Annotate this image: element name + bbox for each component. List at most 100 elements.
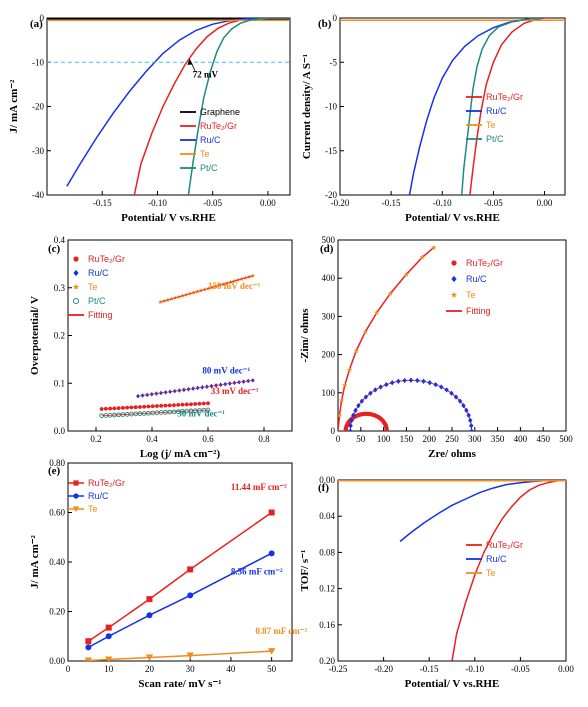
x-tick-label: -0.10 [433, 198, 452, 208]
x-axis-label: Zre/ ohms [428, 448, 476, 460]
y-tick-label: 0.2 [54, 331, 65, 341]
data-point [449, 390, 454, 396]
data-point [451, 275, 457, 283]
panel-label: (b) [318, 18, 332, 30]
legend-label: RuTe₂/Gr [88, 478, 125, 488]
x-axis-label: Potential/ V vs.RHE [405, 678, 500, 690]
x-tick-label: 400 [514, 434, 528, 444]
legend: RuTe₂/Gr Ru/C Te [68, 478, 125, 514]
legend-label: Ru/C [486, 554, 507, 564]
legend-label: Ru/C [486, 106, 507, 116]
data-point [105, 656, 113, 661]
x-tick-label: 0.6 [202, 434, 214, 444]
legend-label: RuTe₂/Gr [486, 540, 523, 550]
data-point [338, 412, 343, 419]
data-point [348, 428, 353, 431]
data-point [353, 407, 358, 413]
y-tick-label: 0 [333, 13, 338, 23]
x-tick-label: 0 [66, 664, 71, 674]
y-tick-label: 0.00 [49, 656, 65, 666]
annotation: 0.87 mF cm⁻² [255, 626, 307, 636]
data-point [384, 381, 389, 388]
x-tick-label: 0.00 [260, 198, 276, 208]
panel-c: 0.2 0.4 0.6 0.8 0.0 0.1 0.2 0.3 0.4 Log (j/ mA cm… [29, 235, 293, 460]
data-point [453, 394, 459, 400]
data-point [378, 384, 383, 390]
legend-label: Te [200, 149, 210, 159]
series-line [87, 511, 273, 642]
panel-f: -0.25 -0.20 -0.15 -0.10 -0.05 0.00 0.00 0.04 0.0… [299, 475, 574, 690]
series-line [469, 18, 550, 195]
legend: RuTe₂/Gr Ru/C Te Pt/C Fitting [68, 254, 125, 320]
annotation: 11.44 mF cm⁻² [231, 482, 287, 492]
x-tick-label: 350 [491, 434, 505, 444]
data-point [403, 271, 410, 277]
x-tick-label: -0.25 [329, 664, 348, 674]
data-point [368, 390, 373, 396]
data-point [351, 412, 356, 418]
y-tick-label: 0.04 [319, 511, 335, 521]
legend: RuTe₂/Gr Ru/C Te Pt/C [466, 92, 523, 144]
data-layer [99, 273, 256, 419]
annotation: 150 mV dec⁻¹ [208, 281, 261, 291]
data-point [396, 378, 401, 384]
x-axis-label: Log (j/ mA cm⁻²) [140, 448, 221, 460]
data-point [363, 394, 369, 400]
data-point [353, 347, 359, 354]
data-point [408, 377, 414, 383]
y-tick-label: 0 [331, 426, 336, 436]
x-tick-label: -0.10 [465, 664, 484, 674]
data-point [384, 428, 389, 431]
data-point [85, 638, 92, 645]
panel-label: (a) [30, 18, 43, 30]
x-tick-label: 0 [336, 434, 341, 444]
data-point [348, 423, 353, 429]
data-point [187, 566, 194, 573]
legend-label: Ru/C [88, 491, 109, 501]
legend: Graphene RuTe₂/Gr Ru/C Te Pt/C [180, 107, 240, 173]
data-layer [338, 480, 566, 661]
plot-frame [337, 479, 567, 662]
data-point [451, 260, 457, 266]
x-tick-label: -0.20 [331, 198, 350, 208]
data-point [73, 480, 79, 486]
legend-label: Te [486, 568, 496, 578]
fit-line [137, 379, 253, 397]
legend-label: RuTe₂/Gr [88, 254, 125, 264]
data-point [186, 652, 194, 660]
x-tick-label: 50 [267, 664, 277, 674]
y-tick-label: 0.4 [54, 235, 66, 245]
y-axis-label: J/ mA cm⁻² [29, 534, 41, 588]
data-point [268, 550, 275, 557]
data-layer [338, 244, 474, 431]
legend-label: Pt/C [200, 163, 218, 173]
data-point [439, 384, 444, 390]
y-tick-label: 0.0 [54, 426, 66, 436]
plot-frame [337, 239, 567, 432]
data-point [444, 387, 449, 393]
x-tick-label: 10 [104, 664, 114, 674]
y-tick-label: 400 [322, 273, 336, 283]
y-tick-label: -20 [325, 190, 337, 200]
legend-label: Te [466, 290, 476, 300]
x-axis-label: Potential/ V vs.RHE [121, 212, 216, 224]
data-point [145, 654, 154, 661]
legend-label: Te [486, 120, 496, 130]
data-point [105, 633, 112, 640]
panel-a: -0.15 -0.10 -0.05 0.00 0 -10 -20 -30 -40 Potentia… [8, 13, 291, 224]
legend-label: Ru/C [200, 135, 221, 145]
x-tick-label: -0.15 [93, 198, 112, 208]
x-tick-label: 200 [422, 434, 436, 444]
y-tick-label: 0.1 [54, 378, 65, 388]
data-point [464, 407, 469, 413]
series-line [408, 18, 545, 195]
y-tick-label: 100 [322, 388, 336, 398]
legend-label: Ru/C [466, 274, 487, 284]
y-tick-label: 500 [322, 235, 336, 245]
x-tick-label: 500 [559, 434, 573, 444]
y-tick-label: 0 [40, 13, 45, 23]
annotation: 8.36 mF cm⁻² [231, 566, 283, 576]
y-axis-label: TOF/ s⁻¹ [299, 550, 311, 592]
data-point [469, 428, 474, 431]
